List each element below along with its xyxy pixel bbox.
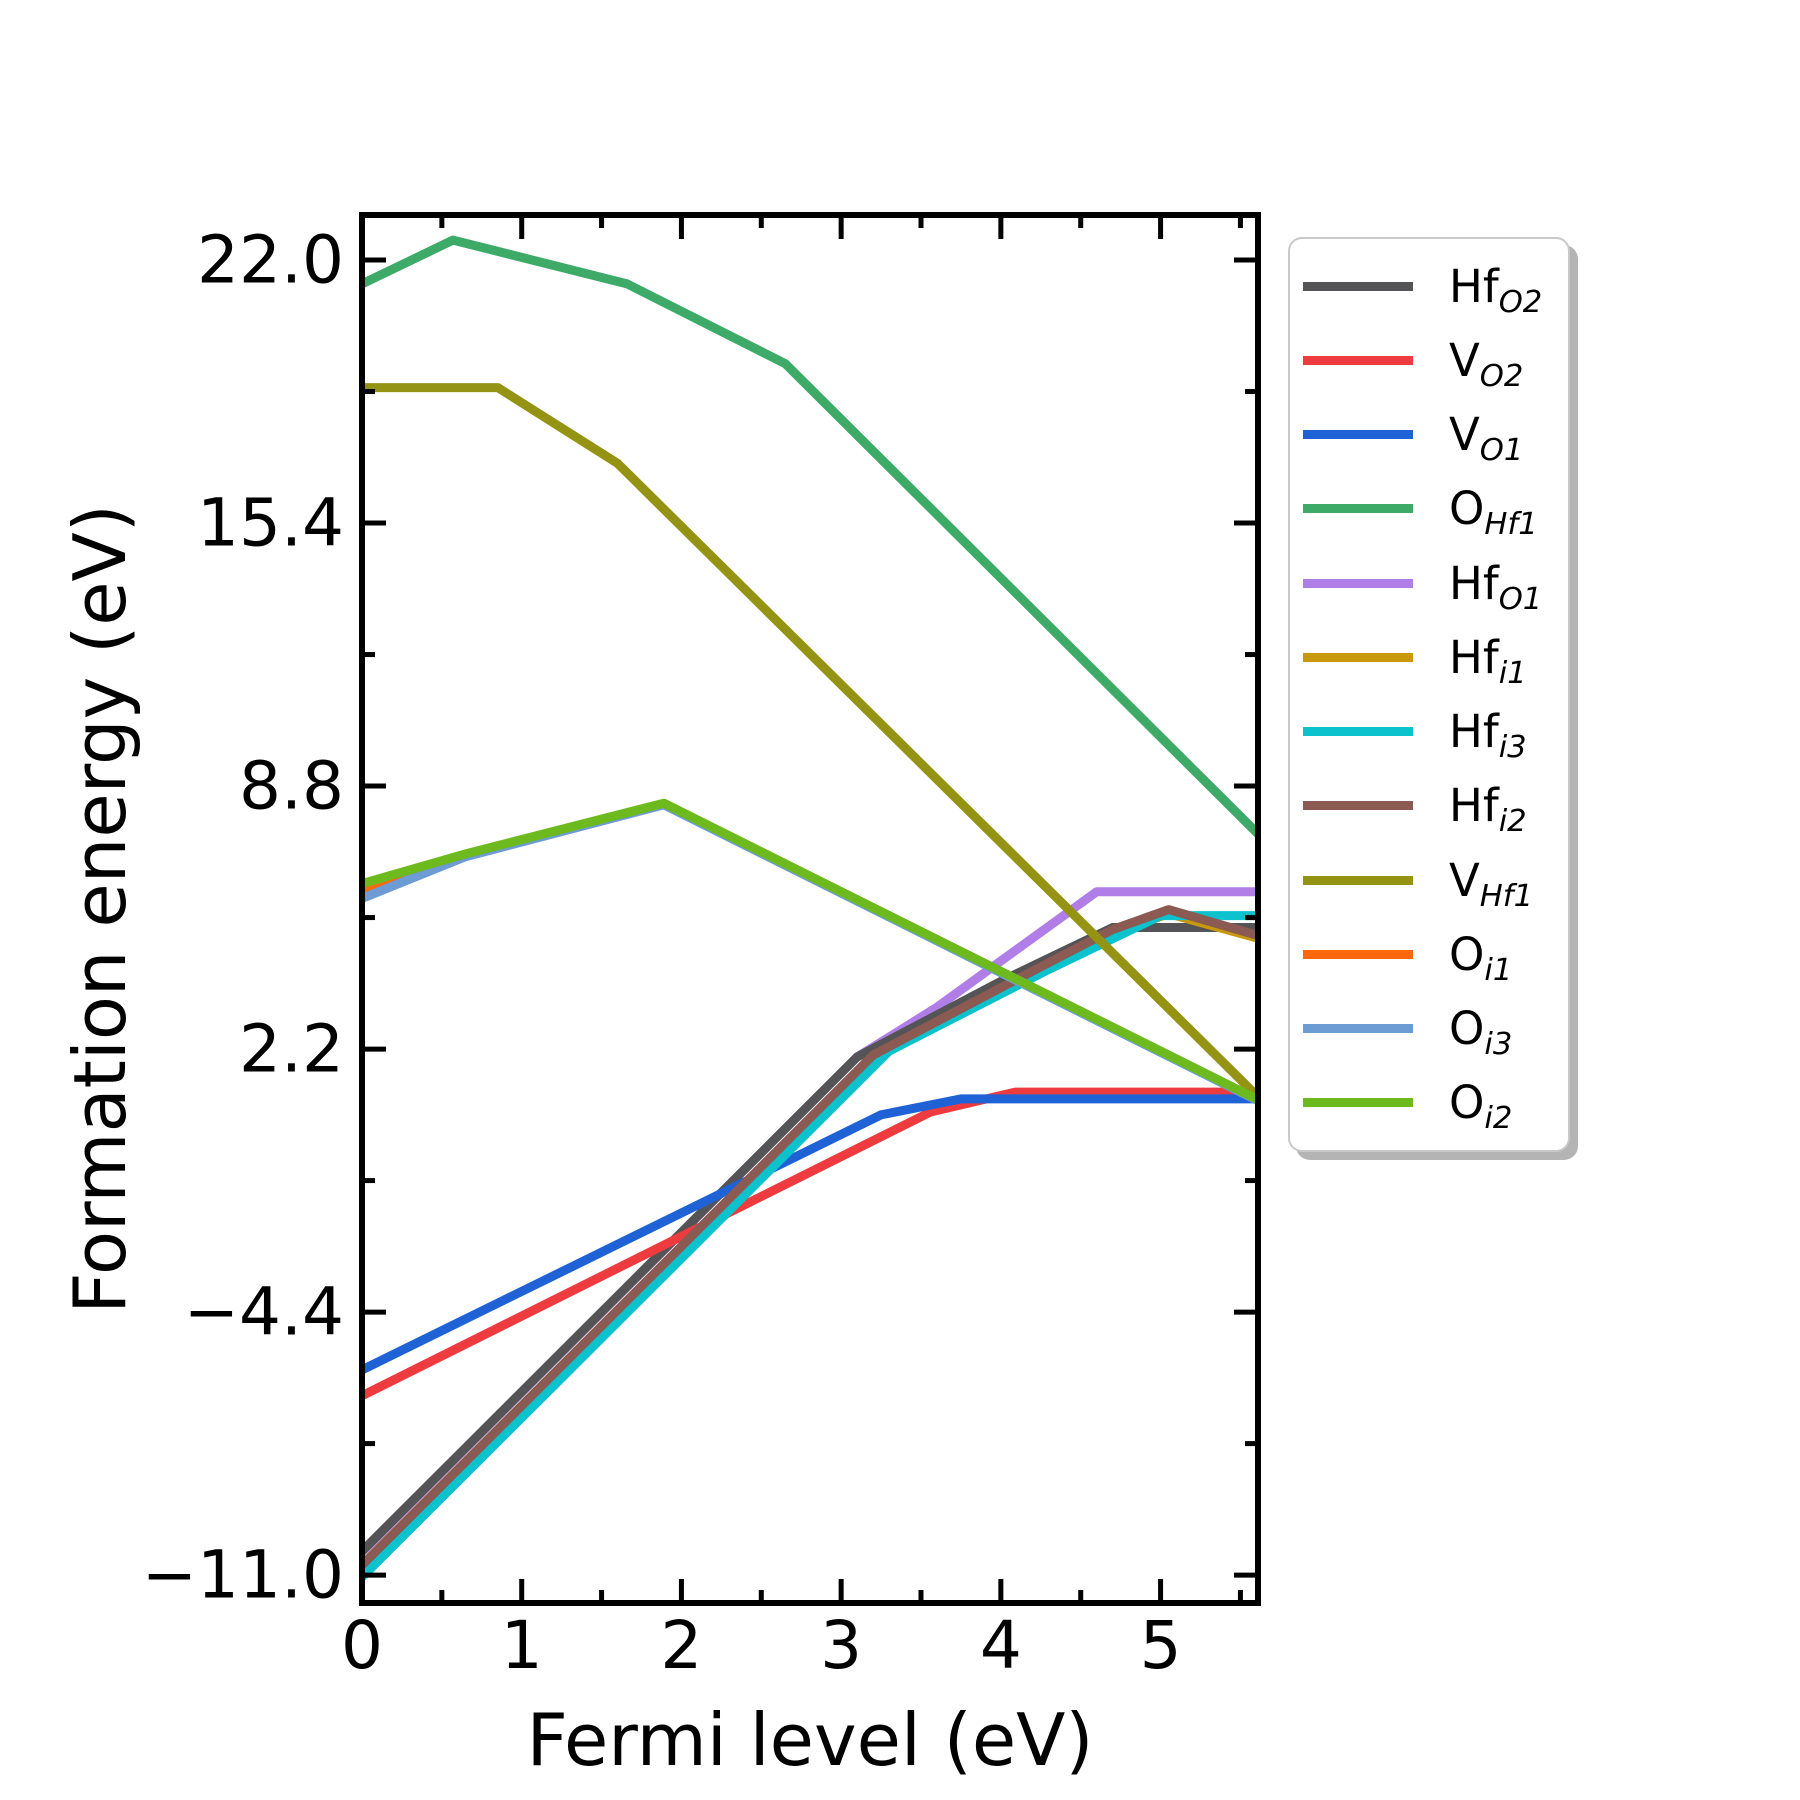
y-axis-title: Formation energy (eV) xyxy=(58,504,142,1314)
y-tick-label: 15.4 xyxy=(197,485,344,562)
y-tick-label: 2.2 xyxy=(239,1011,344,1088)
legend-swatch-V_O2 xyxy=(1303,355,1413,365)
legend: HfO2 VO2 VO1 OHf1 HfO1 Hfi1 Hfi3 Hfi2 VHf1 Oi1 Oi3… xyxy=(1288,237,1570,1152)
legend-label-V_O2: VO2 xyxy=(1449,333,1524,394)
series-line-O_i2 xyxy=(362,798,1258,1104)
legend-item-V_Hf1: VHf1 xyxy=(1303,853,1568,914)
legend-swatch-O_Hf1 xyxy=(1303,504,1413,514)
x-tick-label: 3 xyxy=(820,1607,862,1684)
x-tick-label: 0 xyxy=(341,1607,383,1684)
legend-label-Hf_i2: Hfi2 xyxy=(1449,779,1527,840)
x-tick-label: 4 xyxy=(980,1607,1022,1684)
axes-frame xyxy=(359,212,1261,1606)
series-line-V_O2 xyxy=(362,1087,1258,1400)
legend-item-Hf_i3: Hfi3 xyxy=(1303,705,1568,766)
legend-item-Hf_i2: Hfi2 xyxy=(1303,779,1568,840)
series-group xyxy=(362,235,1258,1581)
series-line-Hf_i2 xyxy=(362,905,1258,1569)
y-tick-label: −11.0 xyxy=(142,1537,344,1614)
series-line-O_Hf1 xyxy=(362,235,1258,838)
legend-label-O_i1: Oi1 xyxy=(1449,927,1513,988)
series-line-Hf_i1 xyxy=(362,909,1258,1575)
legend-label-V_O1: VO1 xyxy=(1449,408,1524,469)
legend-item-Hf_i1: Hfi1 xyxy=(1303,630,1568,691)
series-line-V_O1 xyxy=(362,1094,1258,1374)
ticks xyxy=(359,215,1258,1603)
legend-swatch-V_O1 xyxy=(1303,430,1413,440)
x-tick-label: 5 xyxy=(1140,1607,1182,1684)
legend-item-O_i1: Oi1 xyxy=(1303,927,1568,988)
x-tick-label: 2 xyxy=(660,1607,702,1684)
legend-label-Hf_O1: HfO1 xyxy=(1449,556,1543,617)
legend-item-O_i3: Oi3 xyxy=(1303,1002,1568,1063)
legend-label-Hf_i1: Hfi1 xyxy=(1449,630,1527,691)
legend-swatch-Hf_i3 xyxy=(1303,727,1413,737)
legend-swatch-V_Hf1 xyxy=(1303,875,1413,885)
legend-swatch-O_i2 xyxy=(1303,1098,1413,1108)
legend-swatch-Hf_O1 xyxy=(1303,578,1413,588)
legend-swatch-O_i1 xyxy=(1303,949,1413,959)
legend-item-O_Hf1: OHf1 xyxy=(1303,482,1568,543)
y-tick-label: −4.4 xyxy=(184,1274,344,1351)
x-axis-title: Fermi level (eV) xyxy=(526,1698,1094,1782)
legend-swatch-Hf_i1 xyxy=(1303,652,1413,662)
legend-label-Hf_O2: HfO2 xyxy=(1449,259,1543,320)
x-tick-label: 1 xyxy=(501,1607,543,1684)
series-line-Hf_O2 xyxy=(362,923,1258,1555)
series-line-V_Hf1 xyxy=(362,383,1258,1101)
legend-item-Hf_O2: HfO2 xyxy=(1303,259,1568,320)
legend-label-V_Hf1: VHf1 xyxy=(1449,853,1534,914)
legend-label-O_i2: Oi2 xyxy=(1449,1076,1513,1137)
legend-label-Hf_i3: Hfi3 xyxy=(1449,705,1527,766)
legend-item-V_O1: VO1 xyxy=(1303,408,1568,469)
legend-item-Hf_O1: HfO1 xyxy=(1303,556,1568,617)
legend-label-O_Hf1: OHf1 xyxy=(1449,482,1538,543)
legend-swatch-O_i3 xyxy=(1303,1024,1413,1034)
series-line-Hf_i3 xyxy=(362,911,1258,1581)
y-tick-label: 22.0 xyxy=(197,222,344,299)
legend-item-O_i2: Oi2 xyxy=(1303,1076,1568,1137)
y-tick-label: 8.8 xyxy=(239,748,344,825)
legend-label-O_i3: Oi3 xyxy=(1449,1002,1513,1063)
series-line-Hf_O1 xyxy=(362,887,1258,1556)
legend-swatch-Hf_i2 xyxy=(1303,801,1413,811)
legend-swatch-Hf_O2 xyxy=(1303,281,1413,291)
legend-item-V_O2: VO2 xyxy=(1303,333,1568,394)
